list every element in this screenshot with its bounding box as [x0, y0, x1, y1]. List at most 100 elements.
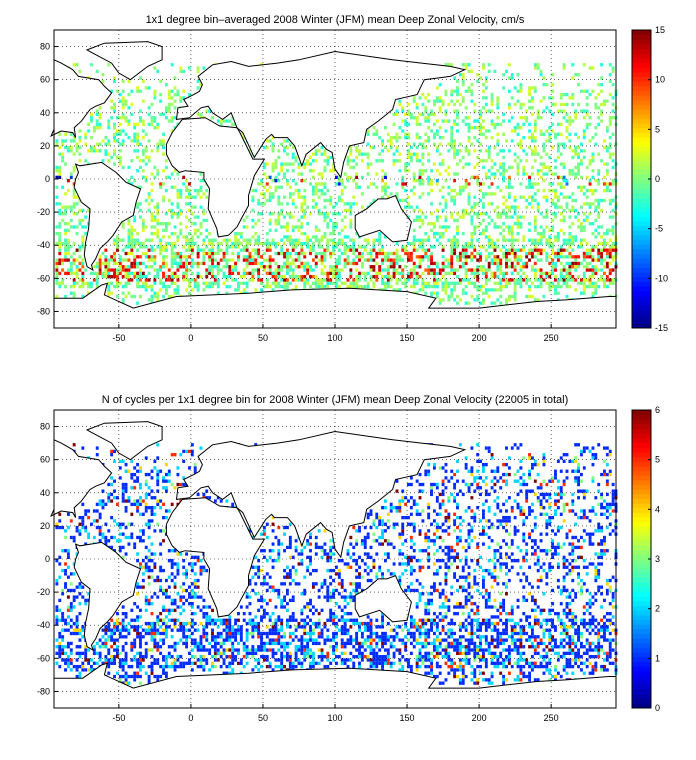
data-bin: [139, 585, 142, 589]
data-bin: [245, 271, 249, 276]
data-bin: [58, 251, 62, 256]
data-bin: [360, 175, 364, 179]
data-bin: [490, 245, 494, 249]
data-bin: [297, 188, 301, 193]
data-bin: [323, 159, 327, 163]
data-bin: [525, 205, 529, 209]
data-bin: [300, 195, 304, 199]
data-bin: [441, 208, 445, 213]
data-bin: [211, 271, 214, 276]
data-bin: [392, 135, 396, 140]
data-bin: [395, 248, 399, 252]
data-bin: [78, 152, 82, 156]
data-bin: [118, 265, 122, 269]
data-bin: [579, 188, 583, 193]
data-bin: [130, 159, 134, 163]
data-bin: [343, 185, 347, 189]
data-bin: [173, 582, 177, 586]
data-bin: [470, 241, 474, 246]
data-bin: [188, 658, 191, 662]
data-bin: [516, 122, 520, 127]
data-bin: [579, 281, 583, 285]
data-bin: [211, 116, 214, 120]
data-bin: [58, 555, 62, 559]
data-bin: [55, 582, 59, 586]
data-bin: [190, 238, 194, 242]
data-bin: [173, 275, 177, 279]
data-bin: [107, 621, 111, 626]
data-bin: [559, 261, 563, 266]
data-bin: [159, 552, 163, 556]
data-bin: [366, 185, 370, 189]
data-bin: [107, 119, 111, 123]
data-bin: [418, 195, 422, 199]
data-bin: [415, 116, 419, 120]
data-bin: [323, 284, 327, 289]
data-bin: [159, 645, 163, 649]
data-bin: [337, 278, 341, 282]
data-bin: [170, 63, 174, 67]
data-bin: [64, 294, 67, 299]
data-bin: [213, 238, 217, 242]
data-bin: [136, 592, 140, 596]
data-bin: [115, 539, 119, 543]
data-bin: [548, 255, 552, 259]
data-bin: [127, 106, 131, 110]
data-bin: [441, 231, 445, 236]
colorbar-swatch: [632, 281, 651, 287]
data-bin: [193, 215, 197, 219]
data-bin: [280, 238, 284, 242]
data-bin: [141, 271, 145, 276]
data-bin: [66, 222, 70, 226]
data-bin: [277, 179, 281, 183]
data-bin: [141, 512, 145, 516]
data-bin: [173, 658, 177, 662]
data-bin: [507, 195, 511, 199]
data-bin: [326, 222, 330, 226]
data-bin: [450, 198, 454, 203]
data-bin: [389, 139, 393, 143]
data-bin: [441, 284, 445, 289]
data-bin: [211, 284, 214, 289]
data-bin: [248, 149, 252, 153]
data-bin: [167, 235, 171, 239]
data-bin: [542, 162, 546, 166]
data-bin: [107, 658, 111, 662]
data-bin: [205, 489, 209, 493]
data-bin: [139, 116, 142, 120]
data-bin: [124, 275, 128, 279]
data-bin: [176, 89, 180, 93]
data-bin: [496, 281, 500, 285]
data-bin: [438, 172, 442, 176]
data-bin: [170, 241, 174, 246]
data-bin: [188, 585, 191, 589]
data-bin: [597, 255, 601, 259]
data-bin: [150, 476, 154, 480]
data-bin: [81, 446, 85, 450]
data-bin: [539, 116, 543, 120]
y-tick-label: 40: [40, 108, 50, 118]
data-bin: [545, 208, 549, 213]
data-bin: [139, 668, 142, 672]
data-bin: [136, 271, 140, 276]
data-bin: [565, 281, 569, 285]
data-bin: [306, 162, 310, 166]
data-bin: [381, 169, 384, 173]
data-bin: [600, 261, 604, 266]
data-bin: [179, 261, 183, 266]
data-bin: [84, 215, 88, 219]
data-bin: [286, 228, 289, 232]
data-bin: [484, 225, 488, 229]
data-bin: [404, 122, 408, 127]
data-bin: [447, 261, 451, 266]
data-bin: [101, 506, 105, 510]
data-bin: [458, 278, 462, 282]
data-bin: [144, 265, 148, 269]
data-bin: [185, 215, 189, 219]
data-bin: [525, 185, 529, 189]
data-bin: [268, 268, 272, 272]
data-bin: [124, 258, 128, 262]
data-bin: [381, 149, 384, 153]
data-bin: [139, 119, 142, 123]
data-bin: [467, 202, 471, 206]
